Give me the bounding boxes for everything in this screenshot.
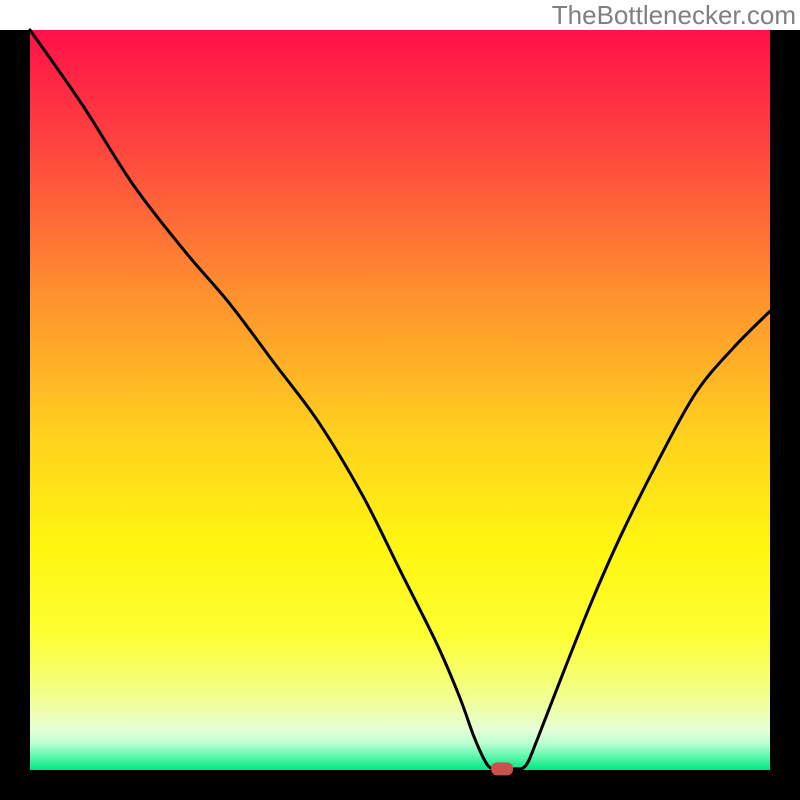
minimum-marker [491,762,513,775]
gradient-background [30,30,770,770]
watermark-text: TheBottlenecker.com [552,0,796,31]
chart-container: TheBottlenecker.com [0,0,800,800]
bottleneck-chart [0,0,800,800]
